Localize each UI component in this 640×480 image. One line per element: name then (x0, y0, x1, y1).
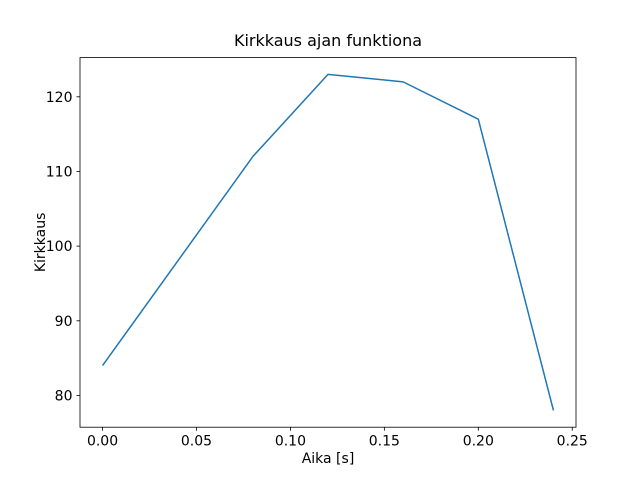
plot-area-border (79, 57, 577, 428)
y-tick-label: 80 (55, 388, 73, 404)
ticks-layer: 0.00 0.05 0.10 0.15 0.20 0.25 80 90 100 110 120 (46, 90, 588, 450)
y-tick-label: 90 (55, 314, 73, 330)
y-tick-label: 100 (46, 239, 73, 255)
x-tick-label: 0.15 (369, 434, 400, 450)
x-tick-label: 0.10 (275, 434, 306, 450)
y-tick-label: 120 (46, 90, 73, 106)
x-tick-label: 0.25 (557, 434, 588, 450)
y-tick-label: 110 (46, 164, 73, 180)
y-axis-label: Kirkkaus (33, 213, 49, 273)
data-line (101, 73, 555, 411)
chart-title: Kirkkaus ajan funktiona (234, 31, 422, 50)
x-axis-label: Aika [s] (302, 451, 355, 467)
x-tick-label: 0.00 (87, 434, 118, 450)
x-tick-label: 0.20 (463, 434, 494, 450)
x-tick-label: 0.05 (181, 434, 212, 450)
